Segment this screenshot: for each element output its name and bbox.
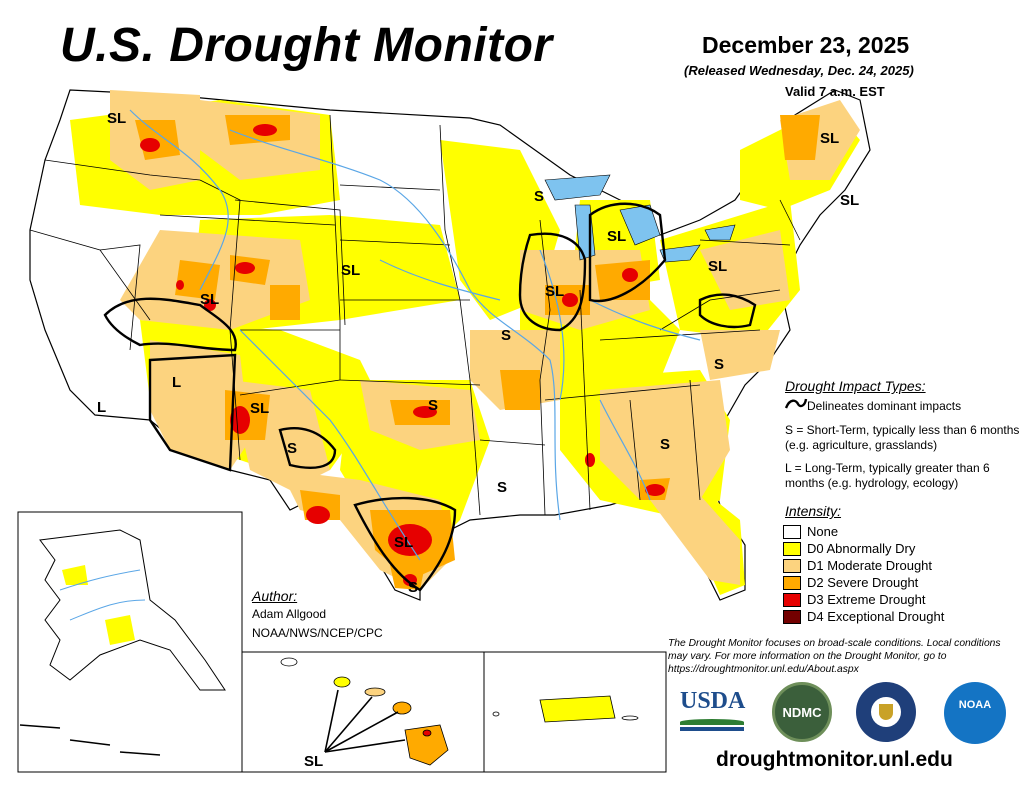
author-organization: NOAA/NWS/NCEP/CPC <box>252 626 383 640</box>
puerto-rico-islet <box>621 715 639 721</box>
hawaii-islands <box>280 657 449 766</box>
legend-item: D0 Abnormally Dry <box>783 540 944 557</box>
long-term-description: L = Long-Term, typically greater than 6 … <box>785 461 990 490</box>
website-url[interactable]: droughtmonitor.unl.edu <box>716 748 953 771</box>
d3-areas <box>140 124 665 586</box>
impact-labels: SL SL SL S SL SL SL SL SL S S L L SL S S… <box>97 110 859 596</box>
legend-swatch <box>783 592 801 607</box>
label-s-georgia: S <box>660 436 670 453</box>
label-s-virginia: S <box>714 356 724 373</box>
label-l-california: L <box>97 399 106 416</box>
legend-label: D1 Moderate Drought <box>807 558 933 573</box>
label-sl-texas: SL <box>394 534 413 551</box>
legend-item: D4 Exceptional Drought <box>783 608 944 625</box>
legend-swatch <box>783 541 801 556</box>
legend-swatch <box>783 575 801 590</box>
hawaii-inset <box>241 651 485 773</box>
impact-legend-heading: Drought Impact Types: <box>785 378 926 394</box>
label-sl-newengland: SL <box>840 192 859 209</box>
author-heading: Author: <box>252 588 298 604</box>
alaska-d0 <box>62 565 88 585</box>
d2-areas <box>135 115 820 590</box>
legend-item: D1 Moderate Drought <box>783 557 944 574</box>
label-s-oklahoma: S <box>428 397 438 414</box>
shield-icon <box>879 704 893 720</box>
usda-logo: USDA <box>680 688 746 736</box>
ndmc-logo-text: NDMC <box>782 704 822 720</box>
legend-label: D3 Extreme Drought <box>807 592 926 607</box>
legend-item: D2 Severe Drought <box>783 574 944 591</box>
impact-line-text: Delineates dominant impacts <box>807 399 962 413</box>
label-s-southtexas: S <box>408 579 418 596</box>
commerce-seal-logo <box>856 682 916 742</box>
legend-item: D3 Extreme Drought <box>783 591 944 608</box>
label-sl-arizona: SL <box>250 400 269 417</box>
label-sl-maine: SL <box>820 130 839 147</box>
legend-swatch <box>783 558 801 573</box>
label-sl-hawaii: SL <box>304 753 323 770</box>
usda-logo-stripe <box>680 727 744 731</box>
alaska-shape <box>39 529 226 691</box>
map-date: December 23, 2025 <box>702 32 910 58</box>
legend-label: D2 Severe Drought <box>807 575 919 590</box>
rivers <box>129 109 701 561</box>
usda-logo-text: USDA <box>680 688 746 714</box>
aleutians <box>19 724 161 756</box>
alaska-d0-south <box>105 615 135 645</box>
usda-logo-hill <box>680 719 744 725</box>
label-s-wisconsin: S <box>534 188 544 205</box>
impact-lines <box>103 202 757 592</box>
alaska-rivers <box>59 569 146 621</box>
legend-item: None <box>783 523 944 540</box>
impact-line-label: Delineates dominant impacts <box>785 399 961 413</box>
legend-swatch <box>783 609 801 624</box>
label-l-nevada: L <box>172 374 181 391</box>
short-term-description: S = Short-Term, typically less than 6 mo… <box>785 423 1020 452</box>
release-date: (Released Wednesday, Dec. 24, 2025) <box>684 63 914 78</box>
noaa-logo: NOAA <box>944 682 1006 744</box>
legend-label: D4 Exceptional Drought <box>807 609 945 624</box>
label-sl-illinois: SL <box>545 283 564 300</box>
impact-line-icon <box>784 398 808 409</box>
ndmc-logo: NDMC <box>772 682 832 742</box>
puerto-rico-shape <box>539 695 616 723</box>
valid-time: Valid 7 a.m. EST <box>785 84 885 99</box>
legend-label: D0 Abnormally Dry <box>807 541 916 556</box>
label-sl-nebraska: SL <box>341 262 360 279</box>
legend-label: None <box>807 524 839 539</box>
label-sl-washington: SL <box>107 110 126 127</box>
author-name: Adam Allgood <box>252 607 327 621</box>
label-s-arkansas: S <box>497 479 507 496</box>
label-sl-michigan: SL <box>607 228 626 245</box>
label-sl-utah: SL <box>200 291 219 308</box>
label-sl-pennsylvania: SL <box>708 258 727 275</box>
legend-swatch <box>783 524 801 539</box>
label-s-newmexico: S <box>287 440 297 457</box>
hawaii-pointer-lines <box>324 689 406 753</box>
state-boundaries <box>29 114 801 516</box>
puerto-rico-islet-west <box>492 711 500 717</box>
eagle-shield-icon <box>871 697 901 727</box>
intensity-legend: None D0 Abnormally Dry D1 Moderate Droug… <box>783 523 944 625</box>
intensity-legend-heading: Intensity: <box>785 503 842 519</box>
label-s-missouri: S <box>501 327 511 344</box>
disclaimer-note: The Drought Monitor focuses on broad-sca… <box>668 638 1001 675</box>
noaa-logo-text: NOAA <box>958 699 992 711</box>
map-title: U.S. Drought Monitor <box>60 19 553 72</box>
